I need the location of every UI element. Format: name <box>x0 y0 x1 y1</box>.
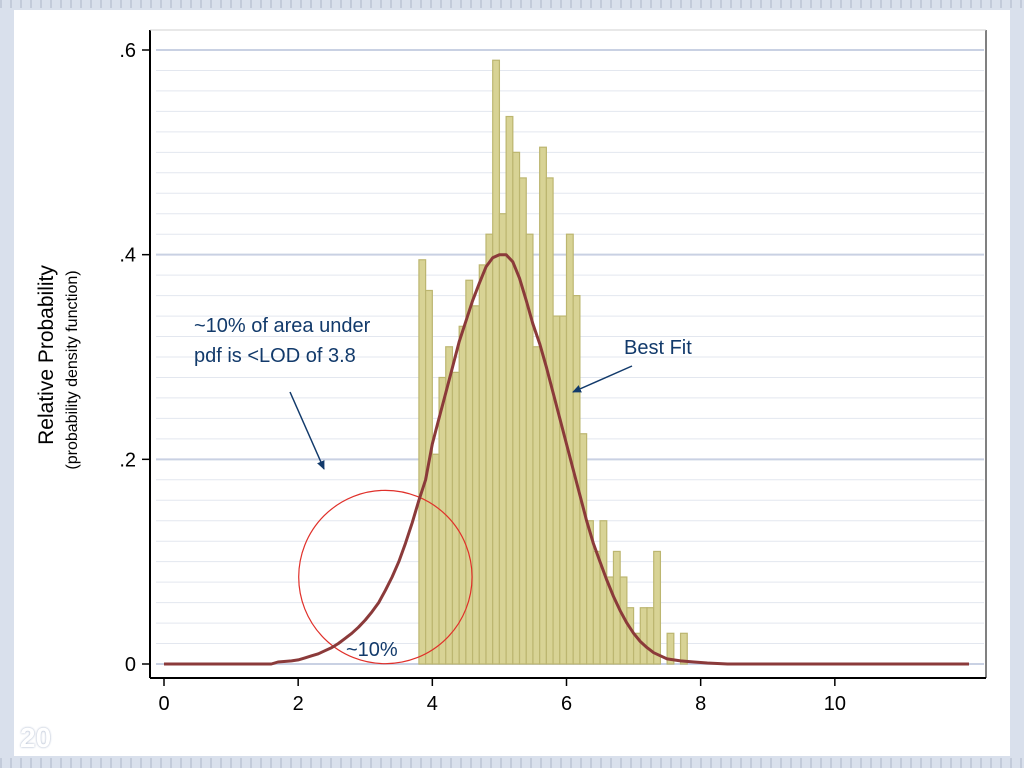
histogram-bar <box>505 115 514 665</box>
best-fit-label: Best Fit <box>624 337 692 359</box>
histogram-bar <box>485 233 494 665</box>
histogram-bar <box>451 371 460 665</box>
histogram-bar <box>653 550 662 665</box>
below-lod-circle <box>298 489 473 665</box>
histogram-bar <box>626 607 635 665</box>
histogram-bar <box>666 632 675 665</box>
x-tick-label: 4 <box>427 693 438 715</box>
histogram-bar <box>532 346 541 665</box>
x-tick-label: 8 <box>695 693 706 715</box>
best-fit-arrow <box>572 365 633 393</box>
histogram-bar <box>498 213 507 665</box>
histogram-bar <box>639 607 648 665</box>
axes: 0 .2 .4 .6 0 2 4 6 8 10 <box>119 29 987 715</box>
histogram-bar <box>539 146 547 665</box>
pdf-histogram-chart: 0 .2 .4 .6 0 2 4 6 8 10 Relative Probability (pro… <box>35 29 987 715</box>
histogram-bar <box>418 259 427 665</box>
histogram-bar <box>525 233 534 665</box>
histogram-bar <box>579 433 588 665</box>
lod-note-arrow <box>289 391 325 470</box>
lod-note-line2: pdf is <LOD of 3.8 <box>194 345 356 367</box>
lod-note-line1: ~10% of area under <box>194 315 371 337</box>
y-tick-label: .4 <box>119 245 136 267</box>
histogram-bar <box>599 520 608 665</box>
tail-percent-label: ~10% <box>346 639 398 661</box>
slide-number: 20 <box>20 722 52 753</box>
bottom-decorative-rule <box>0 758 1024 768</box>
histogram-bar <box>512 151 521 665</box>
histogram-bar <box>518 177 527 665</box>
histogram-bar <box>545 177 554 665</box>
y-axis-subtitle: (probability density function) <box>64 270 81 469</box>
histogram-bar <box>492 59 501 665</box>
best-fit-curve <box>164 253 969 666</box>
x-tick-label: 0 <box>158 693 169 715</box>
histogram-bar <box>552 315 561 665</box>
y-tick-label: .2 <box>119 449 136 471</box>
y-axis-title: Relative Probability <box>35 265 58 445</box>
histogram-bar <box>471 305 480 665</box>
x-tick-label: 10 <box>824 693 846 715</box>
y-tick-label: .6 <box>119 40 136 62</box>
top-decorative-rule <box>0 0 1024 8</box>
histogram-bar <box>458 325 467 665</box>
histogram-bar <box>478 264 487 665</box>
histogram-bar <box>438 376 447 665</box>
x-tick-label: 2 <box>293 693 304 715</box>
x-tick-label: 6 <box>561 693 572 715</box>
histogram-bar <box>646 607 655 665</box>
histogram-bar <box>679 632 688 665</box>
histogram-bar <box>559 315 568 665</box>
best-fit-curve-layer <box>164 253 969 666</box>
histogram-bar <box>592 550 601 665</box>
histogram-bar <box>431 453 440 665</box>
highlight-circle-layer <box>298 489 473 665</box>
y-tick-label: 0 <box>125 654 136 676</box>
plot-panel: 0 .2 .4 .6 0 2 4 6 8 10 Relative Probability (pro… <box>14 10 1010 756</box>
histogram-bars <box>418 59 688 665</box>
